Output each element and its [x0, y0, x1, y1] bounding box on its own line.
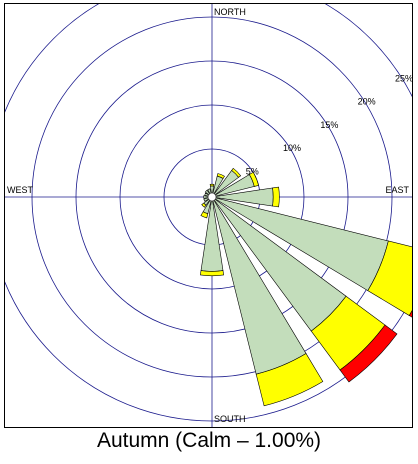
- rose-segment-157.5-bin1: [255, 353, 324, 407]
- rose-segment-67.5-bin1: [248, 171, 259, 187]
- grid-ring-10: [119, 104, 305, 290]
- rose-segment-90-bin1: [272, 186, 280, 208]
- calm-circle-top: [207, 192, 217, 202]
- direction-label-north: NORTH: [214, 7, 246, 17]
- rose-segment-180-bin1: [200, 270, 224, 277]
- rose-segment-202.5-bin1: [200, 211, 209, 219]
- chart-caption: Autumn (Calm – 1.00%): [96, 429, 322, 452]
- rose-segment-22.5-bin1: [216, 173, 225, 179]
- direction-label-south: SOUTH: [214, 414, 246, 424]
- grid-ring-25: [5, 4, 412, 422]
- ring-label-25: 25%: [395, 73, 413, 83]
- grid-ring-15: [75, 60, 349, 334]
- rose-segment-225-bin1: [201, 202, 207, 208]
- ring-label-10: 10%: [283, 143, 301, 153]
- ring-label-20: 20%: [358, 97, 376, 107]
- grid-ring-20: [31, 16, 393, 378]
- ring-label-15: 15%: [320, 120, 338, 130]
- rose-segment-0-bin1: [209, 183, 215, 187]
- wind-rose-chart: 5% 10% 15% 20% 25% NORTH EAST SOUTH WEST: [5, 4, 413, 427]
- rose-segment-112.5-bin2: [408, 310, 412, 318]
- rose-segment-45-bin1: [231, 167, 242, 178]
- rose-segment-135-bin2: [339, 324, 398, 383]
- ring-label-5: 5%: [246, 167, 259, 177]
- direction-label-west: WEST: [7, 185, 34, 195]
- direction-label-east: EAST: [385, 185, 409, 195]
